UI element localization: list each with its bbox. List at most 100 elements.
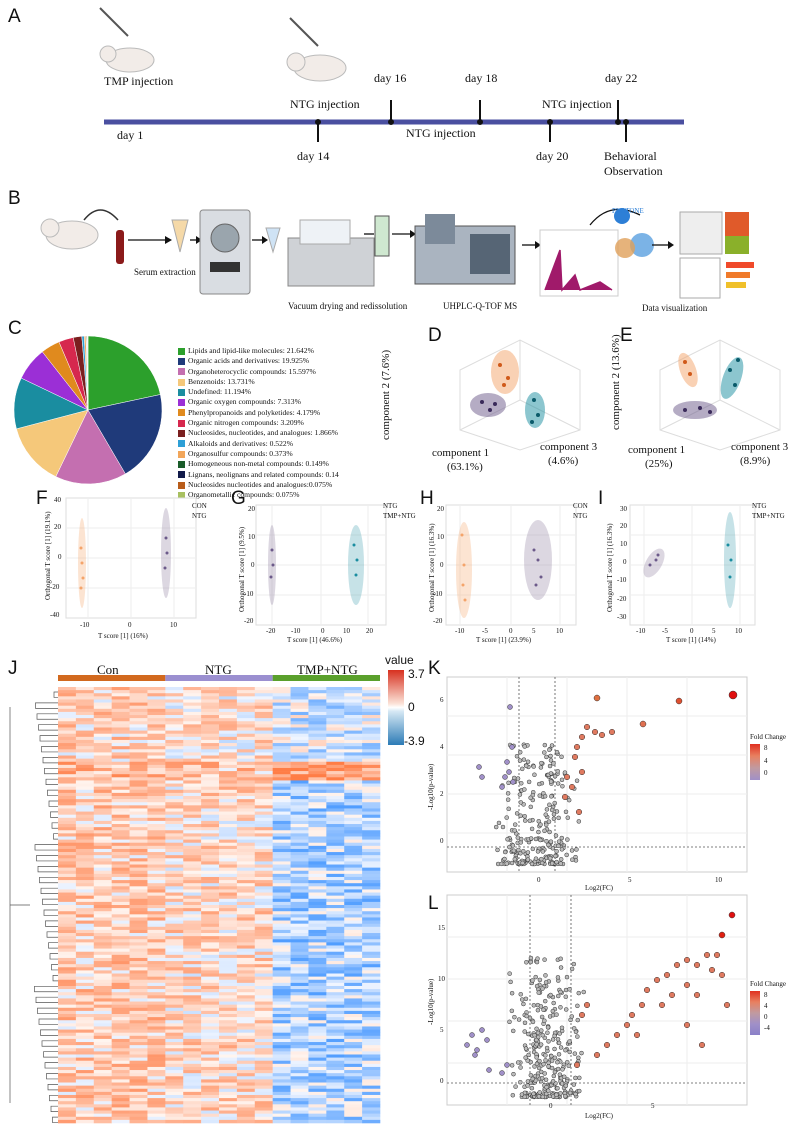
heatmap-cell <box>291 821 309 824</box>
volcano-point <box>557 1041 561 1045</box>
heatmap-cell <box>219 1070 237 1073</box>
volcano-point <box>575 1035 579 1039</box>
heatmap-cell <box>273 1054 291 1057</box>
heatmap-cell <box>255 771 273 774</box>
heatmap-cell <box>94 955 112 958</box>
heatmap-cell <box>308 1079 326 1082</box>
heatmap-cell <box>201 1054 219 1057</box>
heatmap-cell <box>94 989 112 992</box>
heatmap-cell <box>58 1079 76 1082</box>
heatmap-cell <box>58 877 76 880</box>
heatmap-cell <box>308 896 326 899</box>
heatmap-cell <box>76 930 94 933</box>
oplsda-g-xtick-0: -20 <box>266 627 275 635</box>
heatmap-cell <box>183 911 201 914</box>
heatmap-cell <box>219 858 237 861</box>
volcano-point <box>558 1005 562 1009</box>
heatmap-cell <box>255 896 273 899</box>
heatmap-cell <box>112 712 130 715</box>
volcano-point <box>563 1094 567 1098</box>
heatmap-cell <box>326 1017 344 1020</box>
heatmap-cell <box>362 1111 380 1114</box>
heatmap-cell <box>130 793 148 796</box>
heatmap-cell <box>165 893 183 896</box>
heatmap-cell <box>165 790 183 793</box>
heatmap-cell <box>308 734 326 737</box>
heatmap-cell <box>291 1008 309 1011</box>
heatmap-cell <box>165 855 183 858</box>
heatmap-cell <box>362 759 380 762</box>
volcano-point <box>570 967 574 971</box>
volcano-point <box>548 764 552 768</box>
heatmap-cell <box>112 734 130 737</box>
heatmap-cell <box>344 961 362 964</box>
heatmap-cell <box>255 1120 273 1123</box>
heatmap-cell <box>326 749 344 752</box>
heatmap-cell <box>237 1083 255 1086</box>
heatmap-cell <box>237 961 255 964</box>
heatmap-cell <box>308 1076 326 1079</box>
heatmap-cell <box>273 949 291 952</box>
heatmap-cell <box>273 740 291 743</box>
heatmap-cell <box>201 964 219 967</box>
volcano-point <box>568 987 572 991</box>
heatmap-cell <box>237 1017 255 1020</box>
heatmap-cell <box>326 784 344 787</box>
volcano-point <box>553 1047 557 1051</box>
heatmap-cell <box>308 868 326 871</box>
heatmap-cell <box>273 955 291 958</box>
heatmap-cell <box>183 843 201 846</box>
heatmap-cell <box>130 784 148 787</box>
heatmap-cell <box>147 921 165 924</box>
heatmap-cell <box>326 921 344 924</box>
heatmap-cell <box>326 805 344 808</box>
volcano-point-down <box>510 745 515 750</box>
heatmap-cell <box>201 843 219 846</box>
heatmap-cell <box>326 1051 344 1054</box>
heatmap-cell <box>130 836 148 839</box>
pca-d-comp1-pct: (63.1%) <box>447 461 483 473</box>
heatmap-cell <box>76 1114 94 1117</box>
heatmap-cell <box>76 1107 94 1110</box>
heatmap-cell <box>147 777 165 780</box>
heatmap-cell <box>94 833 112 836</box>
heatmap-cell <box>362 1058 380 1061</box>
heatmap-cell <box>76 824 94 827</box>
heatmap-cell <box>147 998 165 1001</box>
heatmap-cell <box>147 812 165 815</box>
heatmap-cell <box>94 827 112 830</box>
heatmap-cell <box>112 790 130 793</box>
heatmap-cell <box>165 808 183 811</box>
volcano-point <box>553 801 557 805</box>
heatmap-cell <box>201 896 219 899</box>
heatmap-cell <box>183 703 201 706</box>
heatmap-cell <box>308 949 326 952</box>
heatmap-cell <box>201 756 219 759</box>
heatmap-cell <box>219 877 237 880</box>
heatmap-cell <box>130 871 148 874</box>
heatmap-cell <box>183 1042 201 1045</box>
heatmap-cell <box>94 796 112 799</box>
heatmap-cell <box>165 1023 183 1026</box>
heatmap-cell <box>308 958 326 961</box>
heatmap-cell <box>130 1095 148 1098</box>
heatmap-cell <box>237 945 255 948</box>
volcano-point <box>526 1032 530 1036</box>
heatmap-cell <box>291 1104 309 1107</box>
heatmap-cell <box>308 1067 326 1070</box>
heatmap-cell <box>219 880 237 883</box>
heatmap-cell <box>344 955 362 958</box>
heatmap-cell <box>219 939 237 942</box>
heatmap-cell <box>112 1008 130 1011</box>
heatmap-cell <box>112 855 130 858</box>
heatmap-cell <box>291 1045 309 1048</box>
heatmap-cell <box>165 703 183 706</box>
heatmap-cell <box>219 830 237 833</box>
heatmap-cell <box>237 1089 255 1092</box>
oplsda-f-legend-con: CON <box>192 502 207 510</box>
heatmap-cell <box>76 886 94 889</box>
heatmap-cell <box>165 1073 183 1076</box>
heatmap-cell <box>326 731 344 734</box>
heatmap-cell <box>58 712 76 715</box>
heatmap-cell <box>344 1042 362 1045</box>
